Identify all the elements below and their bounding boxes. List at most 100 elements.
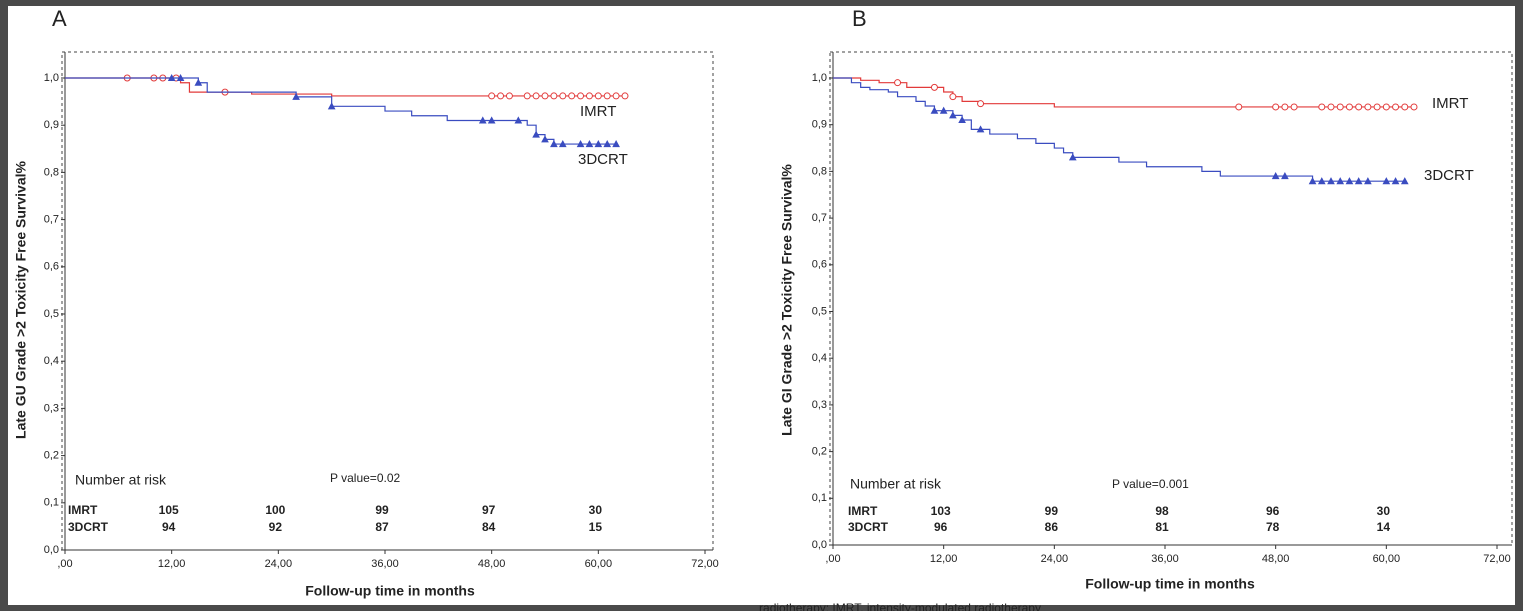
censor-mark xyxy=(603,92,611,100)
risk-value: 94 xyxy=(162,520,176,534)
risk-row-name: 3DCRT xyxy=(68,520,109,534)
censor-mark xyxy=(939,106,948,114)
y-tick-label: 0,4 xyxy=(812,352,827,364)
censor-mark xyxy=(1068,153,1077,161)
x-tick-label: 72,00 xyxy=(1483,553,1511,565)
risk-row-name: IMRT xyxy=(848,504,878,518)
series-label: IMRT xyxy=(580,103,616,120)
censor-mark xyxy=(1364,177,1372,185)
censor-mark xyxy=(1410,103,1418,111)
x-tick-label: 72,00 xyxy=(691,558,719,570)
censor-mark xyxy=(1345,177,1354,185)
risk-value: 96 xyxy=(1266,504,1280,518)
y-tick-label: 0,4 xyxy=(44,355,59,367)
y-tick-label: 0,3 xyxy=(812,399,827,411)
censor-mark xyxy=(930,106,939,114)
annotation: P value=0.02 xyxy=(330,471,400,485)
censor-mark xyxy=(977,100,985,108)
censor-mark xyxy=(1364,103,1372,111)
censor-mark xyxy=(514,116,523,124)
risk-table-title: Number at risk xyxy=(850,476,942,492)
censor-mark xyxy=(594,140,603,148)
x-tick-label: 36,00 xyxy=(371,558,399,570)
censor-mark xyxy=(167,73,176,81)
censor-mark xyxy=(487,116,496,124)
series-label: IMRT xyxy=(1432,95,1468,112)
risk-value: 30 xyxy=(1377,504,1391,518)
panel-label: A xyxy=(52,6,67,31)
panel-label: B xyxy=(852,6,867,31)
x-axis-title: Follow-up time in months xyxy=(1085,576,1255,592)
censor-mark xyxy=(532,92,540,100)
y-tick-label: 0,8 xyxy=(812,165,827,177)
risk-value: 87 xyxy=(375,520,389,534)
censor-mark xyxy=(1400,177,1409,185)
censor-mark xyxy=(1355,103,1363,111)
annotation: P value=0.001 xyxy=(1112,477,1189,491)
x-tick-label: 60,00 xyxy=(1373,553,1401,565)
censor-mark xyxy=(585,92,593,100)
y-tick-label: 0,2 xyxy=(812,446,827,458)
risk-row-name: 3DCRT xyxy=(848,520,889,534)
y-tick-label: 0,9 xyxy=(812,119,827,131)
censor-mark xyxy=(194,78,203,86)
y-tick-label: 0,9 xyxy=(44,119,59,131)
censor-mark xyxy=(523,92,531,100)
y-tick-label: 0,6 xyxy=(44,261,59,273)
risk-row-name: IMRT xyxy=(68,503,98,517)
censor-mark xyxy=(550,92,558,100)
y-tick-label: 0,7 xyxy=(44,214,59,226)
censor-mark xyxy=(1392,103,1400,111)
survival-curve xyxy=(833,77,1414,108)
y-tick-label: 0,1 xyxy=(44,497,59,509)
censor-mark xyxy=(1327,177,1335,185)
censor-mark xyxy=(541,92,549,100)
censor-mark xyxy=(1290,103,1298,111)
censor-mark xyxy=(612,92,620,100)
censor-mark xyxy=(976,125,985,133)
censor-mark xyxy=(176,73,185,81)
risk-value: 14 xyxy=(1377,520,1391,534)
series-label: 3DCRT xyxy=(1424,167,1474,184)
y-tick-label: 0,5 xyxy=(44,308,59,320)
censor-mark xyxy=(1281,172,1289,180)
censor-mark xyxy=(541,135,549,143)
censor-mark xyxy=(532,130,540,138)
censor-mark xyxy=(576,140,585,148)
censor-mark xyxy=(1272,103,1280,111)
plot-frame xyxy=(61,51,714,551)
risk-value: 84 xyxy=(482,520,496,534)
censor-mark xyxy=(488,92,496,100)
risk-value: 100 xyxy=(265,503,285,517)
censor-mark xyxy=(550,140,558,148)
risk-table-title: Number at risk xyxy=(75,472,167,488)
y-tick-label: 0,6 xyxy=(812,259,827,271)
risk-value: 98 xyxy=(1155,504,1169,518)
censor-mark xyxy=(585,140,594,148)
censor-mark xyxy=(1327,103,1335,111)
risk-value: 92 xyxy=(269,520,283,534)
censor-mark xyxy=(894,79,902,87)
risk-value: 86 xyxy=(1045,520,1059,534)
risk-value: 78 xyxy=(1266,520,1280,534)
risk-value: 99 xyxy=(375,503,389,517)
risk-value: 105 xyxy=(159,503,179,517)
censor-mark xyxy=(1235,103,1243,111)
x-tick-label: 24,00 xyxy=(1041,553,1069,565)
x-tick-label: 48,00 xyxy=(478,558,506,570)
censor-mark xyxy=(292,92,300,100)
x-tick-label: 12,00 xyxy=(158,558,186,570)
y-tick-label: 0,3 xyxy=(44,402,59,414)
censor-mark xyxy=(949,93,957,101)
censor-mark xyxy=(478,116,487,124)
x-tick-label: 24,00 xyxy=(265,558,293,570)
risk-value: 81 xyxy=(1155,520,1169,534)
y-tick-label: 0,0 xyxy=(44,544,59,556)
y-tick-label: 1,0 xyxy=(812,72,827,84)
censor-mark xyxy=(1401,103,1409,111)
censor-mark xyxy=(559,92,567,100)
x-tick-label: ,00 xyxy=(57,558,72,570)
censor-mark xyxy=(568,92,576,100)
